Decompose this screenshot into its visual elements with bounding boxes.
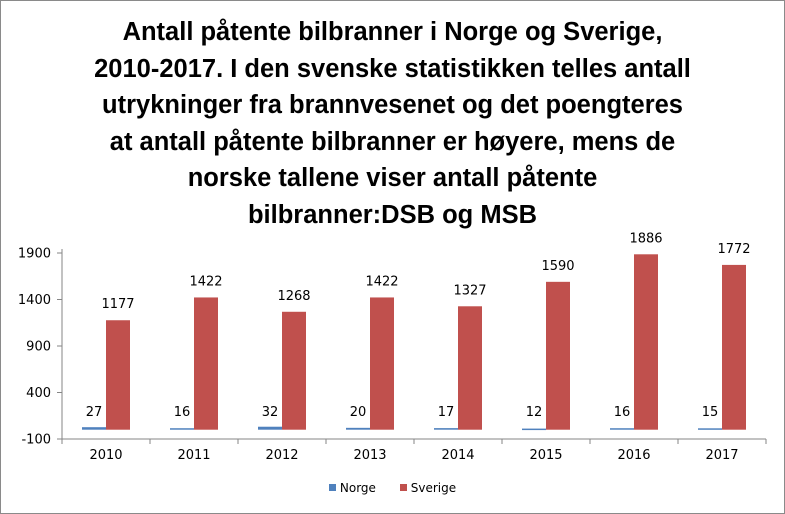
x-tick-label: 2016 — [617, 448, 650, 463]
title-line-5: norske tallene viser antall påtente — [187, 164, 598, 193]
data-label-norge: 32 — [262, 405, 279, 420]
bar-norge — [522, 428, 546, 431]
legend: Norge Sverige — [0, 480, 785, 495]
x-tick-label: 2015 — [529, 448, 562, 463]
bar-norge — [82, 427, 106, 430]
y-tick-label: 1400 — [18, 293, 51, 308]
data-label-sverige: 1886 — [629, 231, 662, 246]
y-tick-label: 900 — [26, 340, 51, 355]
x-tick-label: 2012 — [265, 448, 298, 463]
data-label-norge: 27 — [86, 405, 103, 420]
y-tick-label: 1900 — [18, 247, 51, 262]
bar-norge — [434, 428, 458, 430]
x-tick-label: 2014 — [441, 448, 474, 463]
x-tick-label: 2013 — [353, 448, 386, 463]
chart-title: Antall påtente bilbranner i Norge og Sve… — [10, 14, 775, 234]
legend-item-sverige: Sverige — [399, 480, 457, 495]
data-label-sverige: 1177 — [101, 297, 134, 312]
x-tick-label: 2010 — [89, 448, 122, 463]
data-label-norge: 16 — [614, 405, 631, 420]
data-label-sverige: 1422 — [189, 274, 222, 289]
bar-norge — [346, 427, 370, 430]
title-line-4: at antall påtente bilbranner er høyere, … — [109, 127, 676, 156]
bar-norge — [698, 428, 722, 430]
bar-sverige — [458, 306, 482, 430]
data-label-norge: 16 — [174, 405, 191, 420]
bar-norge — [610, 428, 634, 430]
y-tick-label: -100 — [21, 433, 51, 448]
y-tick-label: 400 — [26, 386, 51, 401]
bar-sverige — [370, 297, 394, 430]
legend-label-sverige: Sverige — [410, 480, 457, 495]
data-label-norge: 17 — [438, 405, 455, 420]
x-tick-label: 2011 — [177, 448, 210, 463]
title-line-1: Antall påtente bilbranner i Norge og Sve… — [122, 18, 663, 46]
data-label-sverige: 1772 — [717, 242, 750, 257]
bar-sverige — [634, 254, 658, 430]
legend-swatch-norge — [328, 484, 336, 491]
data-label-sverige: 1268 — [277, 289, 310, 304]
title-line-2: 2010-2017. I den svenske statistikken te… — [94, 54, 691, 83]
data-label-sverige: 1327 — [453, 283, 486, 298]
bar-norge — [258, 426, 282, 430]
legend-swatch-sverige — [399, 484, 407, 491]
data-label-sverige: 1422 — [365, 274, 398, 289]
title-line-6: bilbranner:DSB og MSB — [247, 200, 537, 229]
bar-norge — [170, 428, 194, 430]
bar-sverige — [282, 311, 306, 430]
bar-sverige — [546, 281, 570, 430]
title-line-3: utrykninger fra brannvesenet og det poen… — [102, 91, 683, 120]
data-label-sverige: 1590 — [541, 259, 574, 274]
bar-sverige — [106, 320, 130, 430]
bar-sverige — [194, 297, 218, 430]
data-label-norge: 15 — [702, 405, 719, 420]
x-tick-label: 2017 — [705, 448, 738, 463]
data-label-norge: 20 — [350, 405, 367, 420]
bar-sverige — [722, 264, 746, 430]
legend-item-norge: Norge — [328, 480, 376, 495]
legend-label-norge: Norge — [339, 480, 376, 495]
data-label-norge: 12 — [526, 405, 543, 420]
